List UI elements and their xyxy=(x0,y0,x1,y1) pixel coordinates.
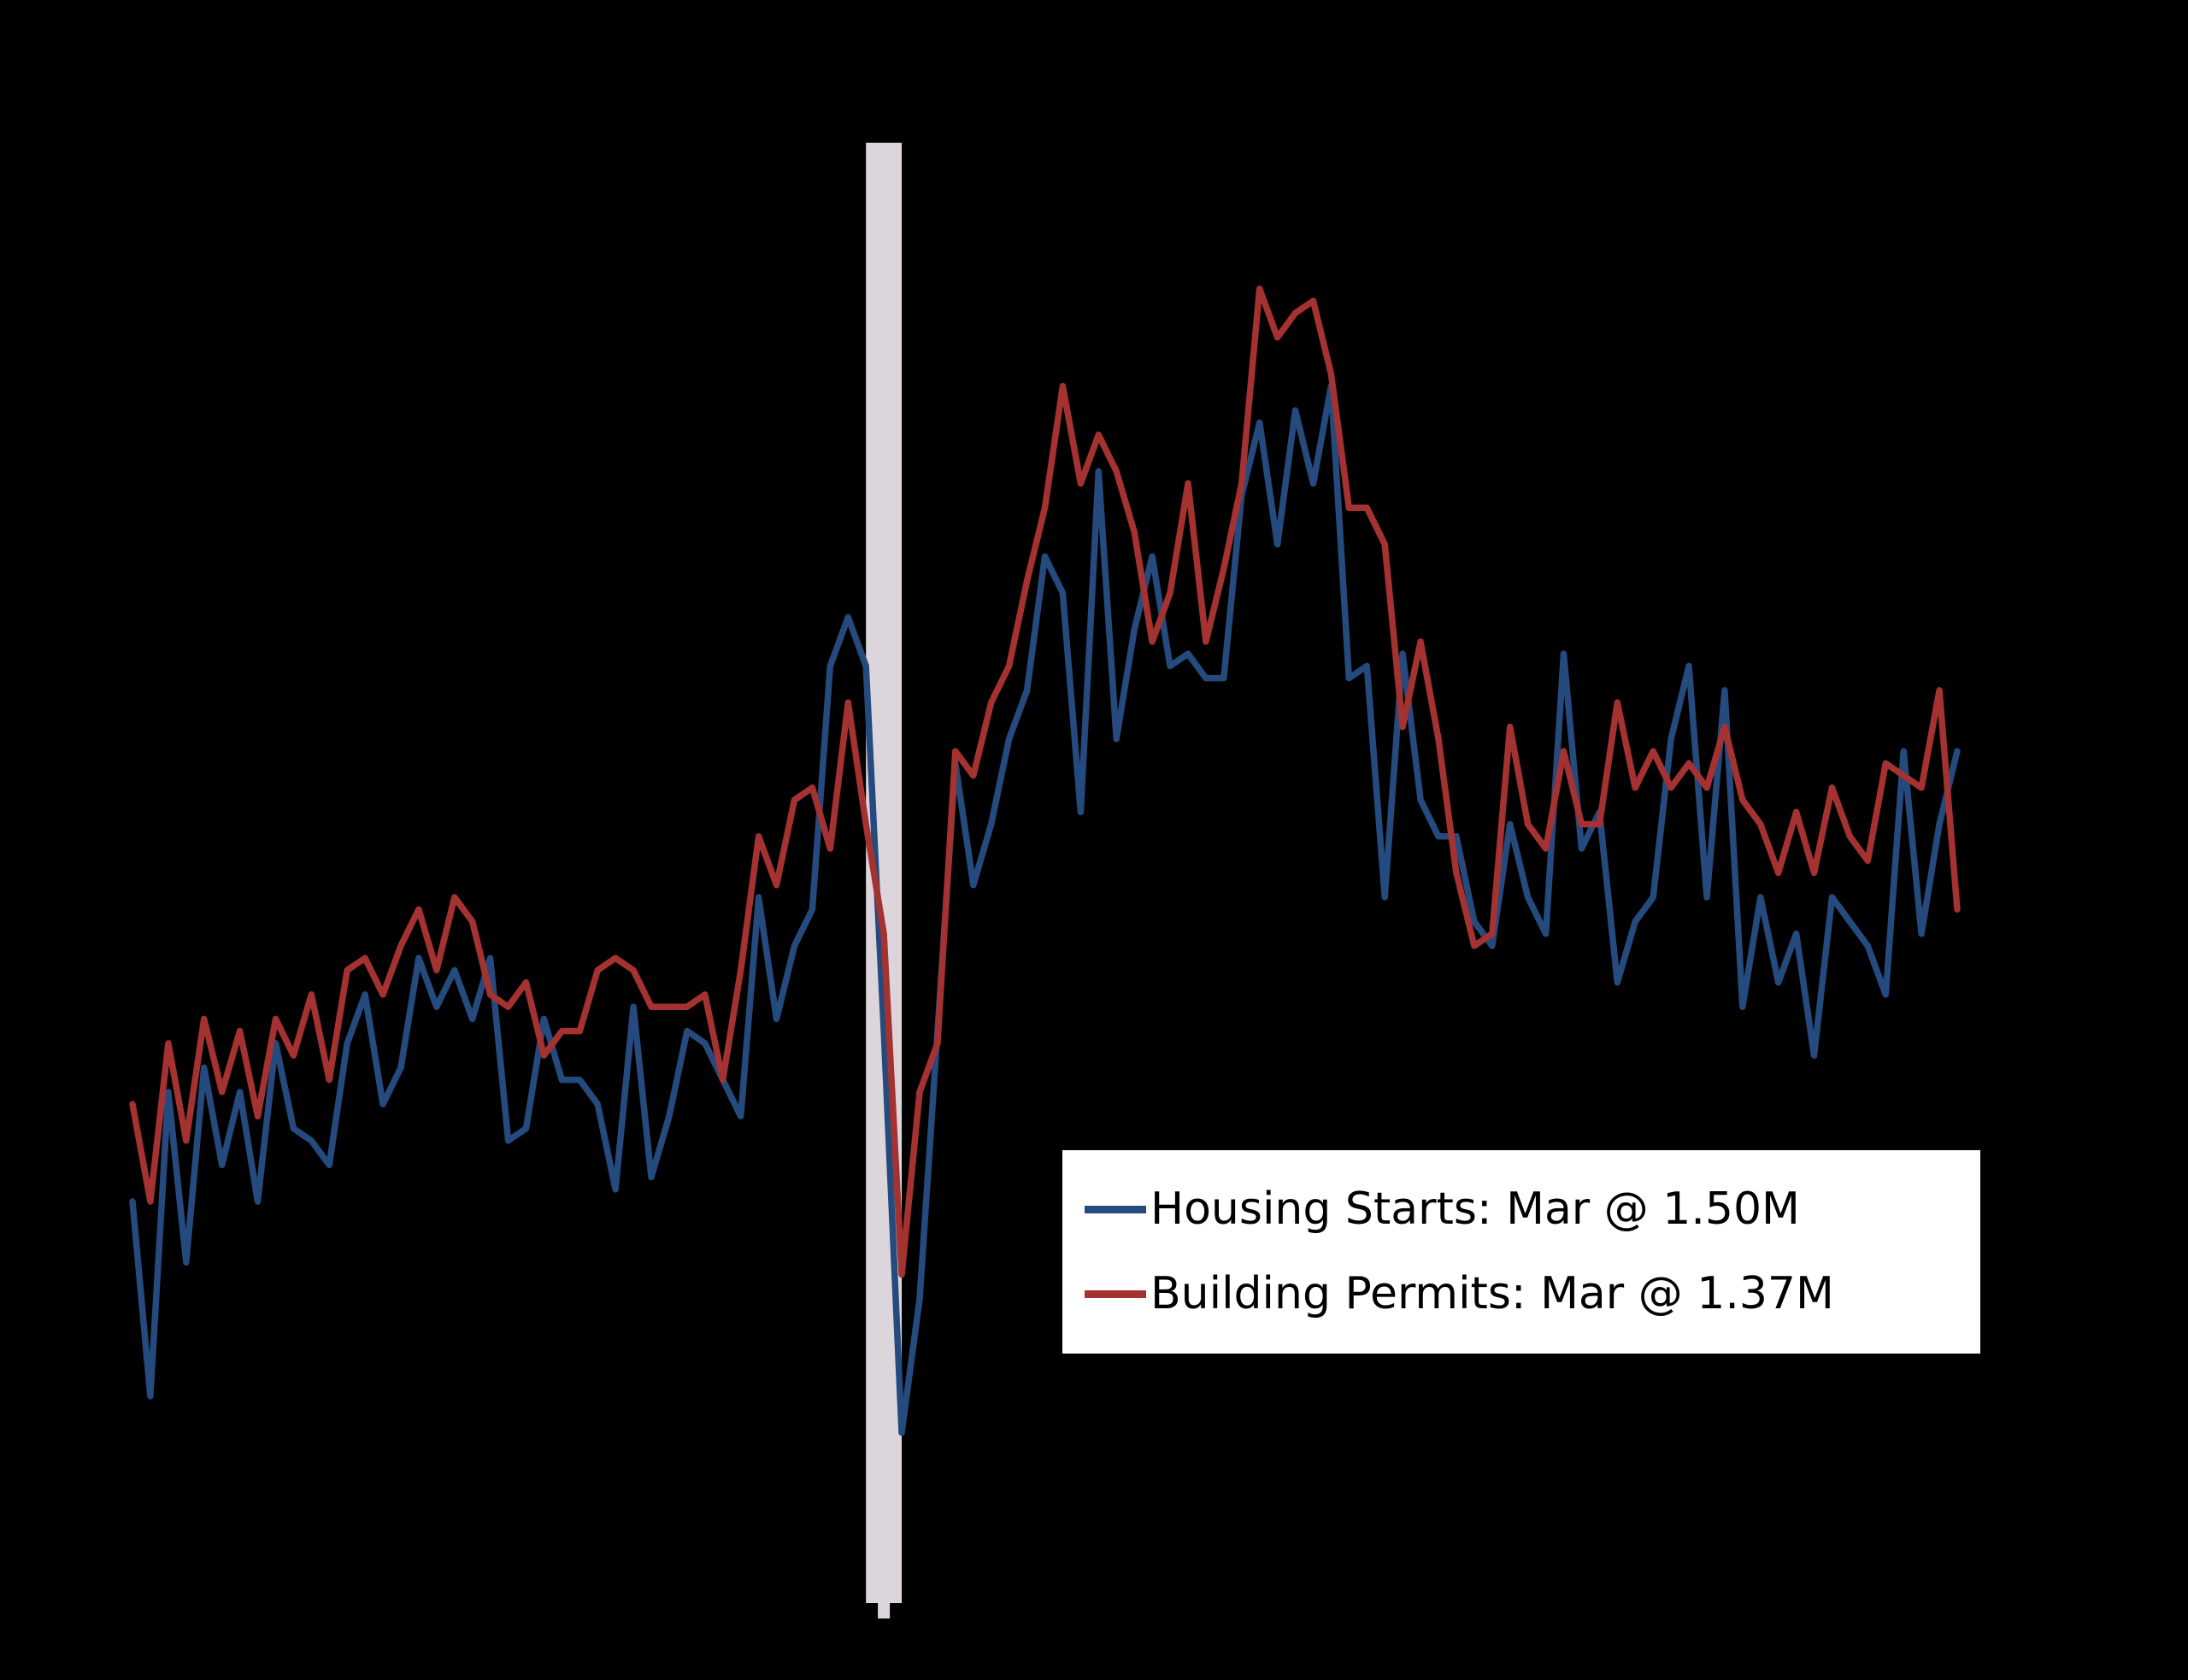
legend-item-building-permits: Building Permits: Mar @ 1.37M xyxy=(1085,1267,1980,1319)
building-permits-line xyxy=(129,285,1961,1278)
housing-starts-legend-label: Housing Starts: Mar @ 1.50M xyxy=(1150,1184,1800,1236)
chart-legend: Housing Starts: Mar @ 1.50M Building Per… xyxy=(1061,1148,1982,1355)
legend-item-housing-starts: Housing Starts: Mar @ 1.50M xyxy=(1085,1185,1980,1234)
housing-starts-line-swatch xyxy=(1085,1206,1146,1214)
recession-band-axis-stub xyxy=(878,1603,891,1618)
building-permits-legend-label: Building Permits: Mar @ 1.37M xyxy=(1150,1267,1834,1319)
housing-starts-line xyxy=(129,383,1961,1436)
building-permits-line-swatch xyxy=(1085,1289,1146,1298)
